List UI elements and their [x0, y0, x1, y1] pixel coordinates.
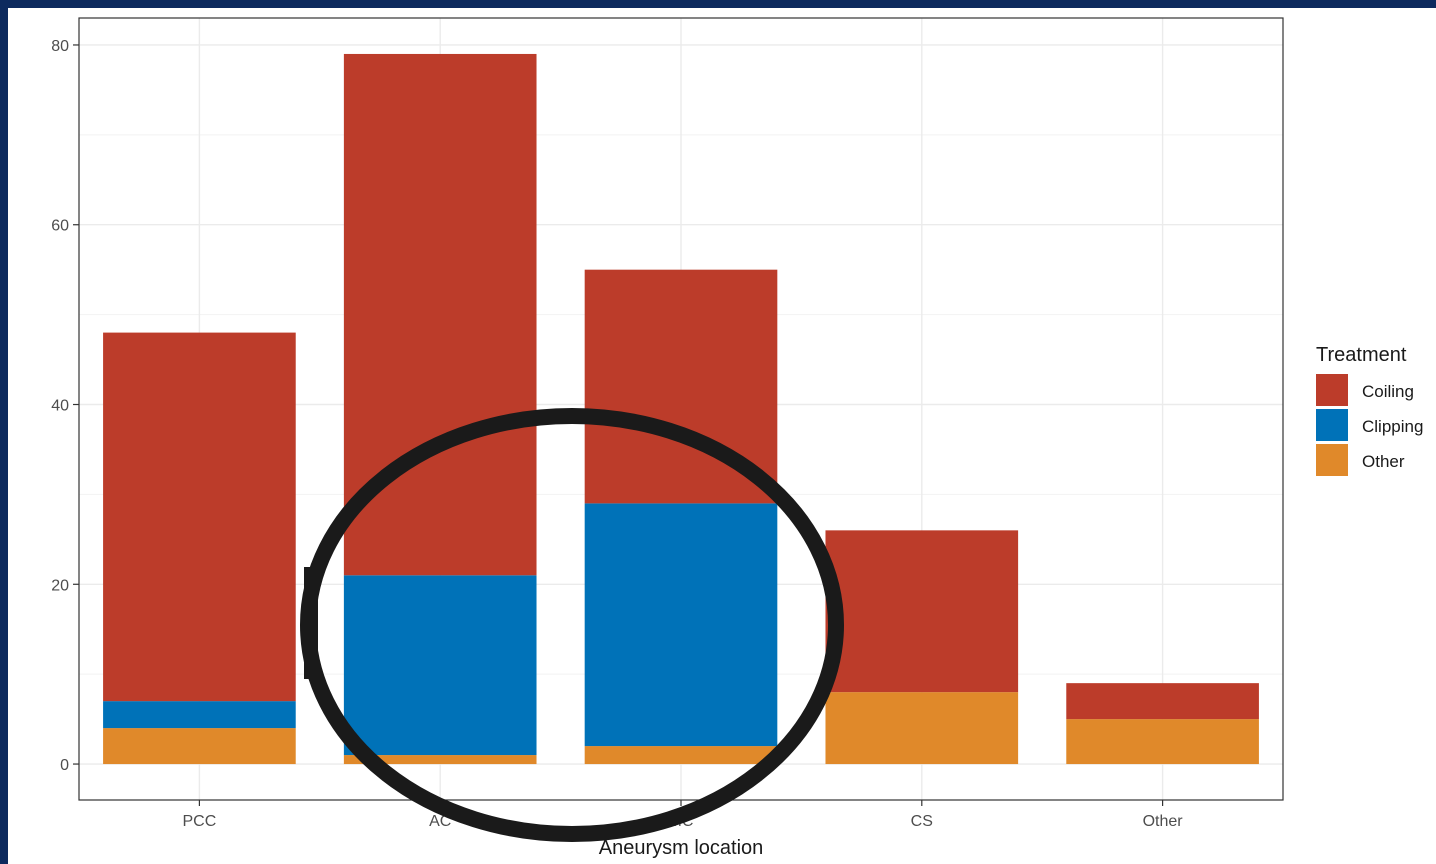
x-axis-title: Aneurysm location [599, 837, 764, 859]
bar-other-aca [343, 755, 537, 765]
legend-swatch-coiling [1316, 374, 1348, 406]
bar-other-other [1066, 719, 1259, 765]
bar-coiling-pcc [103, 332, 296, 702]
legend-label-clipping: Clipping [1362, 417, 1423, 436]
y-tick-label: 20 [51, 577, 69, 594]
highlight-ellipse [300, 408, 844, 842]
x-tick-label: Other [1143, 813, 1184, 830]
y-tick-label: 60 [51, 218, 69, 235]
bar-other-pcc [103, 728, 296, 765]
legend: Treatment Coiling Clipping Other [1316, 344, 1423, 476]
legend-swatch-clipping [1316, 409, 1348, 441]
bar-other-cs [825, 692, 1019, 765]
x-tick-label: CS [911, 813, 933, 830]
bar-clipping-mca [584, 503, 778, 747]
legend-label-other: Other [1362, 452, 1405, 471]
highlight-mark [304, 567, 318, 679]
bar-other-mca [584, 746, 778, 765]
bar-clipping-aca [343, 575, 537, 756]
legend-label-coiling: Coiling [1362, 382, 1414, 401]
y-axis: 0 20 40 60 80 [51, 38, 79, 774]
bar-coiling-cs [825, 530, 1019, 693]
y-tick-label: 80 [51, 38, 69, 55]
x-tick-label: PCC [183, 813, 217, 830]
y-tick-label: 40 [51, 398, 69, 415]
legend-swatch-other [1316, 444, 1348, 476]
y-tick-label: 0 [60, 757, 69, 774]
bar-coiling-other [1066, 683, 1259, 720]
chart-frame: 0 20 40 60 80 PCC AC MC CS Other Aneurysm locati… [8, 8, 1436, 864]
bar-clipping-pcc [103, 701, 296, 729]
legend-title: Treatment [1316, 344, 1407, 366]
